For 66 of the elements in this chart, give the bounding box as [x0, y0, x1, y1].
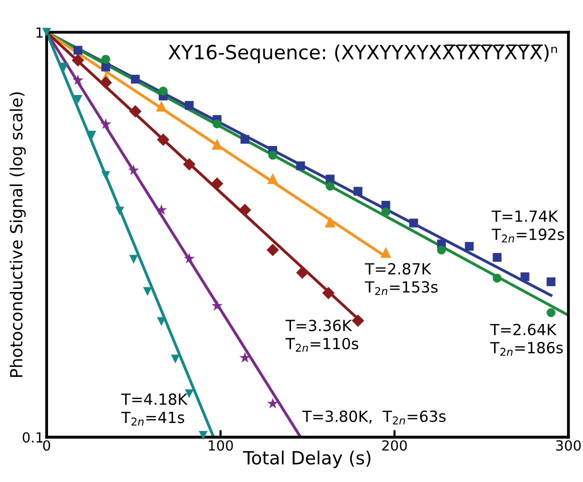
point: [380, 247, 392, 258]
point: [322, 286, 335, 300]
point: [100, 76, 112, 89]
point: [212, 119, 222, 128]
annotation: T=1.74K T$_{2n}$=192s: [492, 210, 564, 242]
point: [74, 94, 82, 104]
point: [101, 171, 110, 180]
point: [492, 252, 502, 262]
point: [268, 150, 278, 160]
point: [129, 254, 138, 264]
y-tick-label: 1: [36, 27, 43, 38]
point: [143, 287, 152, 296]
annotation: T=2.87K T$_{2n}$=153s: [364, 263, 438, 296]
point: [267, 173, 278, 184]
point: [546, 308, 556, 318]
point: [324, 216, 336, 228]
point: [266, 244, 279, 256]
point: [239, 352, 250, 363]
point: [210, 177, 224, 190]
point: [464, 242, 474, 251]
point: [240, 134, 250, 144]
point: [381, 208, 390, 216]
point: [156, 133, 170, 146]
point: [115, 206, 124, 216]
point: [354, 186, 362, 196]
point: [100, 118, 112, 129]
point: [520, 272, 530, 282]
point: [130, 74, 140, 84]
point: [101, 54, 110, 64]
point: [437, 246, 446, 254]
x-tick-label: 200: [382, 440, 407, 451]
point: [101, 62, 110, 72]
x-tick-label: 300: [556, 440, 581, 451]
annotation: T=3.36K T$_{2n}$=110s: [286, 320, 358, 352]
x-tick-label: 0: [43, 440, 50, 451]
point: [170, 354, 180, 364]
annotation: T=4.18K T$_{2n}$=41s: [121, 393, 188, 426]
point: [158, 86, 168, 96]
point: [157, 317, 166, 326]
point: [184, 100, 194, 110]
x-tick-label: 100: [208, 440, 233, 451]
y-tick-label: 0.1: [22, 432, 43, 443]
point: [212, 138, 222, 150]
point: [128, 164, 140, 176]
point: [129, 105, 142, 118]
annotation: T=3.80K, T$_{2n}$=63s: [302, 410, 446, 424]
x-axis-title: Total Delay (s): [243, 450, 370, 468]
point: [267, 398, 278, 408]
annotation: T=2.64K T$_{2n}$=186s: [490, 324, 563, 356]
point: [183, 158, 196, 171]
text: XY16-Sequence: (XYXYYXYXX̅Y̅X̅Y̅Y̅X̅Y̅X̅)ⁿ: [168, 44, 557, 64]
point: [326, 182, 335, 190]
point: [60, 62, 68, 72]
point: [546, 277, 556, 286]
point: [198, 431, 208, 440]
point: [296, 161, 305, 170]
point: [212, 300, 223, 311]
point: [72, 54, 84, 66]
y-axis-title: Photoconductive Signal (log scale): [10, 92, 26, 377]
point: [492, 274, 502, 283]
point: [74, 46, 82, 55]
point: [352, 314, 364, 327]
point: [184, 252, 195, 264]
point: [409, 218, 418, 228]
point: [156, 100, 167, 112]
point: [72, 74, 84, 86]
